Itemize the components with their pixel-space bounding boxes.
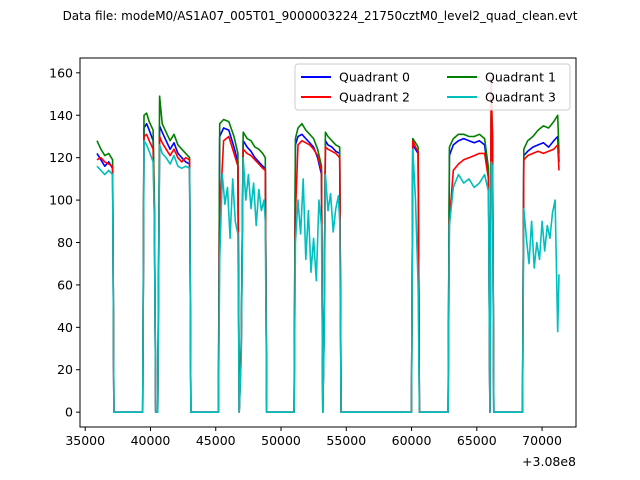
x-tick-label: 50000 [261,433,301,448]
y-tick-label: 140 [49,108,73,123]
x-tick-label: 65000 [457,433,497,448]
y-tick-label: 20 [57,362,73,377]
legend-label: Quadrant 3 [485,90,556,105]
y-tick-label: 160 [49,65,73,80]
series-layer [96,76,560,414]
x-axis: 35000 40000 45000 50000 55000 60000 65000 70000 [65,427,562,448]
x-tick-label: 35000 [65,433,105,448]
y-tick-label: 60 [57,277,73,292]
y-tick-label: 40 [57,320,73,335]
y-tick-label: 100 [49,193,73,208]
x-axis-offset-label: +3.08e8 [522,454,576,469]
y-tick-label: 0 [65,405,73,420]
chart-title: Data file: modeM0/AS1A07_005T01_90000032… [63,9,578,23]
x-tick-label: 45000 [196,433,236,448]
legend-label: Quadrant 1 [485,70,556,85]
legend-box [294,63,571,111]
legend-label: Quadrant 0 [339,70,410,85]
x-tick-label: 60000 [392,433,432,448]
y-tick-label: 80 [57,235,73,250]
series-line-quadrant-1 [96,95,560,414]
y-axis: 0 20 40 60 80 100 120 140 160 [49,65,80,420]
legend: Quadrant 0 Quadrant 1 Quadrant 2 Quadrant 3 [294,63,571,111]
x-tick-label: 70000 [522,433,562,448]
x-tick-label: 40000 [131,433,171,448]
y-tick-label: 120 [49,150,73,165]
series-line-quadrant-3 [96,139,560,414]
x-tick-label: 55000 [326,433,366,448]
legend-label: Quadrant 2 [339,90,410,105]
series-line-quadrant-2 [96,76,560,414]
